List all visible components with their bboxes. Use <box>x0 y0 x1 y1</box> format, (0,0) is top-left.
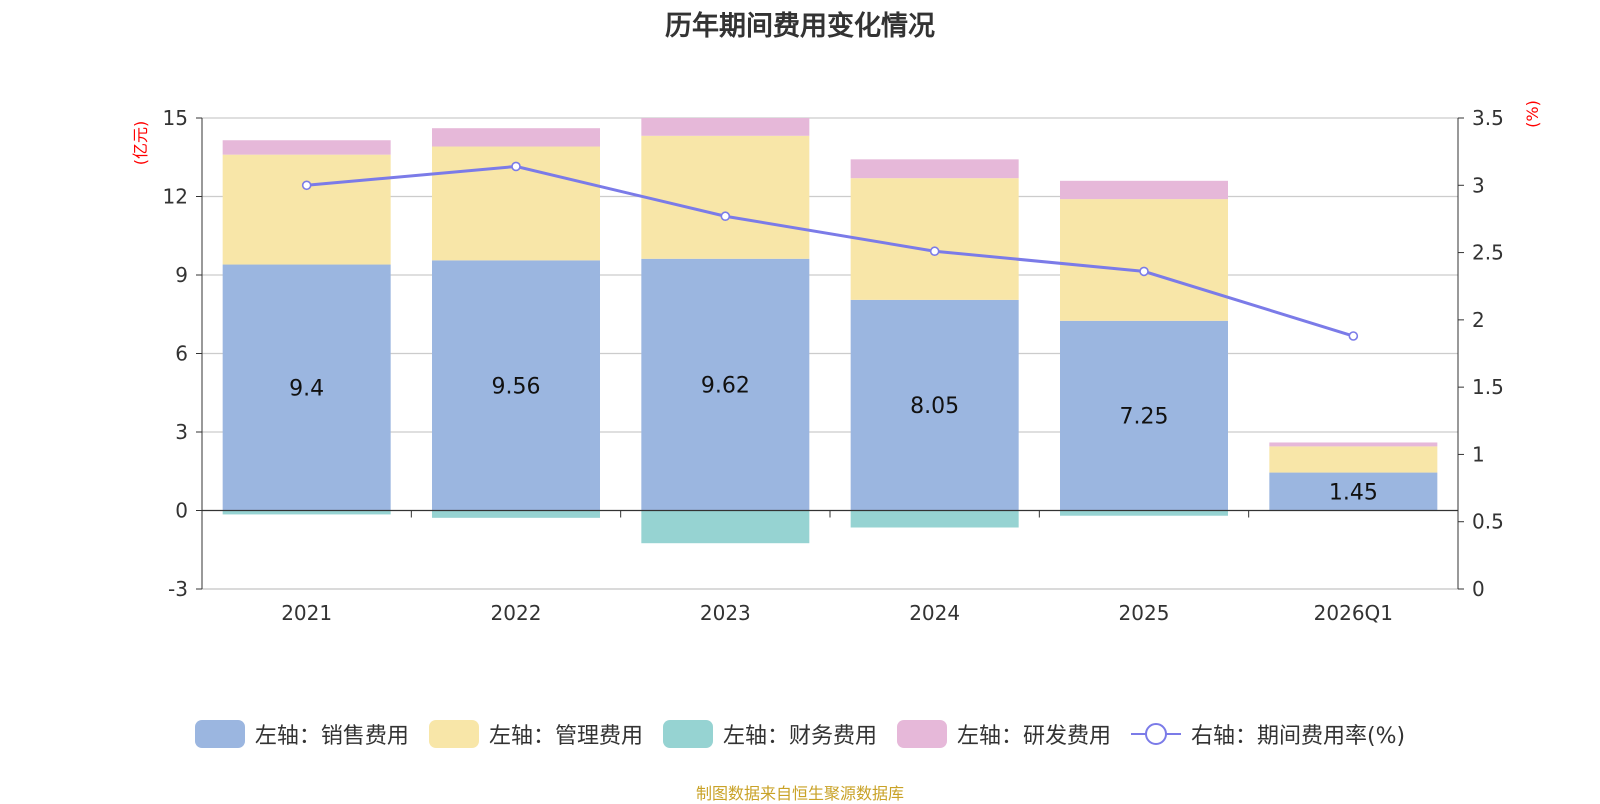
left-tick-label: 0 <box>175 499 188 523</box>
rate-point <box>301 180 312 191</box>
bar-segment <box>850 178 1019 300</box>
rate-point <box>1139 266 1149 277</box>
line-layer <box>301 161 1359 341</box>
bar-segment <box>641 258 810 511</box>
labels-layer: 9.4 9.56 9.62 8.05 7.25 1.45 <box>289 374 1378 506</box>
right-tick-label: 0 <box>1472 577 1485 601</box>
legend-item[interactable]: 左轴：研发费用 <box>896 718 1111 750</box>
bar-data-label: 9.62 <box>701 374 750 399</box>
bar-segment <box>432 510 600 518</box>
x-tick-label: 2025 <box>1119 601 1170 625</box>
bar-segment <box>1269 442 1438 447</box>
x-tick-label: 2021 <box>281 601 332 625</box>
x-tick-label: 2023 <box>700 601 751 625</box>
legend-item[interactable]: 右轴：期间费用率(%) <box>1130 718 1406 750</box>
rate-point <box>511 161 521 172</box>
right-tick-label: 1.5 <box>1472 375 1504 399</box>
bar-segment <box>222 154 391 265</box>
bar-segment <box>432 128 600 147</box>
left-axis-unit: (亿元) <box>131 121 150 166</box>
left-tick-label: -3 <box>168 577 188 601</box>
chart-title: 历年期间费用变化情况 <box>665 11 935 42</box>
bar-segment <box>850 159 1019 179</box>
legend-swatch <box>194 720 245 748</box>
bar-data-label: 9.4 <box>289 377 324 402</box>
legend-swatch <box>896 720 947 748</box>
right-tick-label: 2 <box>1472 308 1485 332</box>
x-tick-label: 2024 <box>909 601 960 625</box>
legend-label: 左轴：销售费用 <box>254 724 409 749</box>
rate-line <box>306 164 1354 338</box>
bar-segment <box>222 140 391 155</box>
left-tick-label: 9 <box>175 263 188 287</box>
legend-label: 左轴：管理费用 <box>488 724 643 749</box>
legend-label: 左轴：财务费用 <box>722 724 877 749</box>
legend-item[interactable]: 左轴：销售费用 <box>194 718 409 750</box>
bar-data-label: 7.25 <box>1120 405 1169 430</box>
bar-segment <box>1060 180 1228 200</box>
legend-item[interactable]: 左轴：财务费用 <box>662 718 877 750</box>
left-tick-label: 6 <box>175 342 188 366</box>
bars-layer <box>222 118 1438 544</box>
bar-segment <box>222 510 391 515</box>
grid-layer <box>202 117 1458 590</box>
rate-point <box>1348 331 1359 341</box>
legend-swatch <box>662 720 713 748</box>
bar-segment <box>1060 199 1228 321</box>
source-note: 制图数据来自恒生聚源数据库 <box>695 784 904 803</box>
right-tick-label: 1 <box>1472 442 1485 466</box>
legend-label: 右轴：期间费用率(%) <box>1190 724 1406 749</box>
bar-segment <box>1060 320 1228 511</box>
bar-segment <box>432 260 600 511</box>
right-tick-label: 3.5 <box>1472 106 1504 130</box>
rate-point <box>720 211 731 222</box>
right-tick-label: 0.5 <box>1472 510 1504 534</box>
bar-segment <box>1269 446 1438 473</box>
right-axis-unit: (%) <box>1523 100 1542 128</box>
legend-swatch <box>428 720 479 748</box>
left-tick-label: 15 <box>163 106 188 130</box>
right-tick-label: 3 <box>1472 173 1485 197</box>
x-tick-label: 2022 <box>491 601 542 625</box>
bar-data-label: 1.45 <box>1329 481 1378 506</box>
bar-segment <box>1269 472 1438 511</box>
axes-layer: -3 0 3 6 9 12 15 0 0.5 1 1.5 2 2.5 3 3.5 (亿元) (%) 2021 202… <box>131 100 1542 625</box>
right-tick-label: 2.5 <box>1472 241 1504 265</box>
legend-item[interactable]: 左轴：管理费用 <box>428 718 643 750</box>
left-tick-label: 3 <box>175 420 188 444</box>
left-tick-label: 12 <box>163 185 188 209</box>
legend-label: 左轴：研发费用 <box>956 724 1111 749</box>
bar-data-label: 9.56 <box>492 374 541 399</box>
legend-line-marker-icon <box>1130 723 1181 745</box>
bar-segment <box>641 135 810 259</box>
bar-segment <box>850 299 1019 511</box>
x-tick-label: 2026Q1 <box>1314 601 1393 625</box>
bar-segment <box>850 510 1019 528</box>
bar-segment <box>222 264 391 511</box>
legend: 左轴：销售费用 左轴：管理费用 左轴：财务费用 左轴：研发费用 右轴：期间费用率(%) <box>0 718 1600 750</box>
bar-segment <box>641 118 810 136</box>
bar-segment <box>641 510 810 544</box>
bar-segment <box>1060 510 1228 516</box>
bar-data-label: 8.05 <box>910 394 959 419</box>
rate-point <box>929 246 940 257</box>
